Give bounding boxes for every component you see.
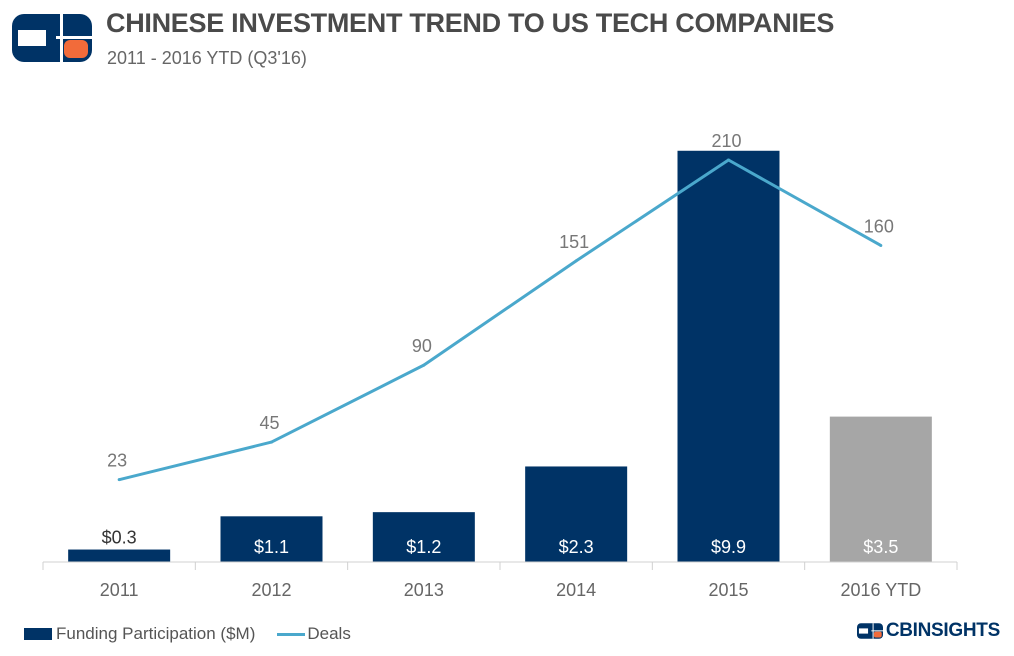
deals-value-label: 160 xyxy=(864,216,894,236)
deals-value-label: 23 xyxy=(107,451,127,471)
bar-value-label: $9.9 xyxy=(711,537,746,557)
bar-value-label: $1.2 xyxy=(406,537,441,557)
legend: Funding Participation ($M) Deals xyxy=(24,622,373,646)
brand-name: CBINSIGHTS xyxy=(886,620,1000,642)
x-tick-label: 2014 xyxy=(556,580,596,600)
chart-title: CHINESE INVESTMENT TREND TO US TECH COMP… xyxy=(106,8,835,38)
x-tick-label: 2011 xyxy=(100,580,139,600)
deals-point xyxy=(574,259,578,263)
deals-point xyxy=(879,243,883,247)
deals-value-label: 45 xyxy=(259,413,279,433)
deals-point xyxy=(270,440,273,444)
legend-item-deals: Deals xyxy=(277,624,351,644)
brand-suffix: INSIGHTS xyxy=(912,620,1001,641)
legend-label-deals: Deals xyxy=(307,624,351,643)
legend-swatch-line xyxy=(277,632,306,636)
x-tick-label: 2013 xyxy=(404,580,444,600)
deals-value-label: 210 xyxy=(711,131,741,151)
funding-bar xyxy=(220,516,323,562)
bar-value-label: $3.5 xyxy=(863,537,898,557)
funding-bar xyxy=(829,416,932,562)
deals-point xyxy=(422,363,426,367)
funding-bar xyxy=(677,150,780,562)
deals-point xyxy=(117,478,121,482)
bar-value-label: $0.3 xyxy=(102,528,137,548)
combo-chart: $0.3 $1.1 $1.2 $2.3 $9.9 $3.5 2011 2012 2013 201… xyxy=(42,131,958,600)
funding-bar xyxy=(68,549,171,562)
bar-value-label: $2.3 xyxy=(559,537,594,557)
brand-mark: CBINSIGHTS xyxy=(856,620,1000,642)
deals-value-label: 90 xyxy=(412,336,432,356)
x-axis: 2011 2012 2013 2014 2015 2016 YTD xyxy=(42,561,958,600)
bars-layer: $0.3 $1.1 $1.2 $2.3 $9.9 $3.5 xyxy=(68,150,932,562)
legend-item-funding: Funding Participation ($M) xyxy=(24,624,255,644)
deals-line xyxy=(118,158,882,482)
brand-prefix: CB xyxy=(885,620,913,641)
x-tick-label: 2012 xyxy=(251,580,291,600)
brand-icon xyxy=(856,623,883,639)
chart-subtitle: 2011 - 2016 YTD (Q3'16) xyxy=(107,48,307,68)
funding-bar xyxy=(372,512,475,562)
bar-value-label: $1.1 xyxy=(254,537,289,557)
x-tick-label: 2016 YTD xyxy=(840,580,921,600)
legend-label-funding: Funding Participation ($M) xyxy=(56,624,256,643)
cb-insights-logo xyxy=(12,14,92,62)
funding-bar xyxy=(525,466,628,562)
deals-line-layer: 23 45 90 151 210 160 xyxy=(107,131,894,482)
deals-value-label: 151 xyxy=(559,232,589,252)
deals-point xyxy=(727,158,730,162)
legend-swatch-bar xyxy=(24,628,52,640)
x-tick-label: 2015 xyxy=(708,580,748,600)
